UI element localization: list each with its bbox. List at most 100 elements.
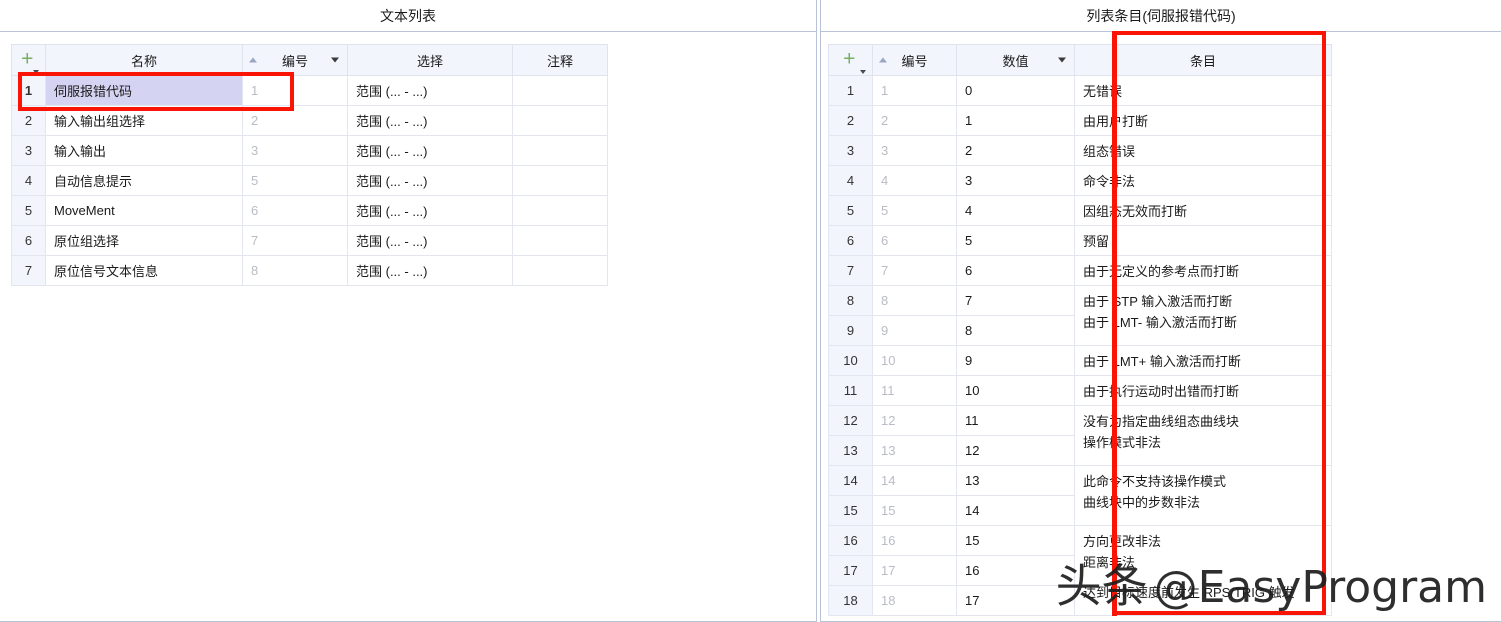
- column-header-choice[interactable]: 选择: [347, 44, 513, 76]
- table-row[interactable]: 5 MoveMent 6 范围 (... - ...): [11, 195, 608, 226]
- table-row[interactable]: 7 7 6 由于无定义的参考点而打断: [828, 255, 1332, 286]
- cell-name[interactable]: 伺服报错代码: [45, 75, 243, 106]
- cell-value[interactable]: 11: [956, 405, 1075, 436]
- cell-value[interactable]: 8: [956, 315, 1075, 346]
- sort-ascending-icon[interactable]: [249, 57, 257, 63]
- cell-entry[interactable]: 曲线块中的步数非法: [1074, 486, 1332, 517]
- add-row-button[interactable]: +: [11, 44, 46, 76]
- table-row[interactable]: 6 原位组选择 7 范围 (... - ...): [11, 225, 608, 256]
- table-row[interactable]: 4 自动信息提示 5 范围 (... - ...): [11, 165, 608, 196]
- cell-value[interactable]: 10: [956, 375, 1075, 406]
- table-row[interactable]: 221由用户打断: [828, 105, 1332, 136]
- cell-code[interactable]: 8: [242, 255, 348, 286]
- cell-entry[interactable]: 由用户打断: [1074, 105, 1332, 136]
- cell-note[interactable]: [512, 105, 608, 136]
- cell-code[interactable]: 11: [872, 375, 957, 406]
- cell-value[interactable]: 5: [956, 225, 1075, 256]
- cell-code[interactable]: 6: [242, 195, 348, 226]
- cell-note[interactable]: [512, 135, 608, 166]
- cell-entry[interactable]: 操作模式非法: [1074, 426, 1332, 457]
- table-row[interactable]: 1 伺服报错代码 1 范围 (... - ...): [11, 75, 608, 106]
- cell-code[interactable]: 3: [872, 135, 957, 166]
- table-row[interactable]: 10 10 9 由于 LMT+ 输入激活而打断: [828, 345, 1332, 376]
- cell-value[interactable]: 3: [956, 165, 1075, 196]
- cell-name[interactable]: 输入输出: [45, 135, 243, 166]
- table-row[interactable]: 3 输入输出 3 范围 (... - ...): [11, 135, 608, 166]
- cell-code[interactable]: 2: [872, 105, 957, 136]
- cell-entry[interactable]: 达到目标速度前发生 RPS/TRIG 触发: [1074, 576, 1332, 607]
- cell-code[interactable]: 4: [872, 165, 957, 196]
- cell-code[interactable]: 10: [872, 345, 957, 376]
- cell-choice[interactable]: 范围 (... - ...): [347, 75, 513, 106]
- cell-value[interactable]: 13: [956, 465, 1075, 496]
- cell-entry[interactable]: 距离非法: [1074, 546, 1332, 577]
- cell-note[interactable]: [512, 195, 608, 226]
- cell-name[interactable]: MoveMent: [45, 195, 243, 226]
- cell-code[interactable]: 8: [872, 285, 957, 316]
- add-row-button[interactable]: +: [828, 44, 873, 76]
- cell-code[interactable]: 1: [872, 75, 957, 106]
- cell-code[interactable]: 14: [872, 465, 957, 496]
- cell-name[interactable]: 输入输出组选择: [45, 105, 243, 136]
- cell-value[interactable]: 14: [956, 495, 1075, 526]
- cell-entry[interactable]: 组态错误: [1074, 135, 1332, 166]
- column-header-value[interactable]: 数值: [956, 44, 1075, 76]
- cell-choice[interactable]: 范围 (... - ...): [347, 105, 513, 136]
- cell-value[interactable]: 9: [956, 345, 1075, 376]
- cell-value[interactable]: 6: [956, 255, 1075, 286]
- table-row[interactable]: 13 13 12 操作模式非法: [828, 426, 1332, 466]
- cell-choice[interactable]: 范围 (... - ...): [347, 255, 513, 286]
- cell-choice[interactable]: 范围 (... - ...): [347, 135, 513, 166]
- cell-code[interactable]: 5: [242, 165, 348, 196]
- cell-code[interactable]: 9: [872, 315, 957, 346]
- cell-code[interactable]: 6: [872, 225, 957, 256]
- table-row[interactable]: 7 原位信号文本信息 8 范围 (... - ...): [11, 255, 608, 286]
- caret-down-icon[interactable]: [1058, 57, 1066, 63]
- table-row[interactable]: 2 输入输出组选择 2 范围 (... - ...): [11, 105, 608, 136]
- cell-name[interactable]: 自动信息提示: [45, 165, 243, 196]
- cell-code[interactable]: 13: [872, 435, 957, 466]
- table-row[interactable]: 1 1 0 无错误: [828, 75, 1332, 106]
- table-row[interactable]: 6 6 5 预留: [828, 225, 1332, 256]
- table-row[interactable]: 12 12 11 没有为指定曲线组态曲线块: [828, 405, 1332, 436]
- table-row[interactable]: 18 18 17 达到目标速度前发生 RPS/TRIG 触发: [828, 576, 1332, 616]
- table-row[interactable]: 9 9 8 由于 LMT- 输入激活而打断: [828, 306, 1332, 346]
- cell-note[interactable]: [512, 255, 608, 286]
- caret-down-icon[interactable]: [860, 70, 866, 74]
- column-header-note[interactable]: 注释: [512, 44, 608, 76]
- cell-entry[interactable]: 由于 LMT+ 输入激活而打断: [1074, 345, 1332, 376]
- cell-name[interactable]: 原位组选择: [45, 225, 243, 256]
- cell-code[interactable]: 7: [242, 225, 348, 256]
- cell-value[interactable]: 0: [956, 75, 1075, 106]
- cell-code[interactable]: 16: [872, 525, 957, 556]
- cell-entry[interactable]: 由于 LMT- 输入激活而打断: [1074, 306, 1332, 337]
- column-header-name[interactable]: 名称: [45, 44, 243, 76]
- cell-code[interactable]: 7: [872, 255, 957, 286]
- cell-entry[interactable]: 因组态无效而打断: [1074, 195, 1332, 226]
- plus-icon[interactable]: +: [843, 47, 856, 71]
- list-entries-grid[interactable]: + 编号 数值 条目 110无错误221由用户打断332组态错误443命令非法5…: [828, 44, 1332, 616]
- text-list-grid[interactable]: + 名称 编号 选择 注释 1 伺服报错代码 1 范围 (...: [11, 44, 608, 286]
- cell-choice[interactable]: 范围 (... - ...): [347, 165, 513, 196]
- cell-code[interactable]: 12: [872, 405, 957, 436]
- cell-note[interactable]: [512, 225, 608, 256]
- cell-value[interactable]: 4: [956, 195, 1075, 226]
- table-row[interactable]: 4 4 3 命令非法: [828, 165, 1332, 196]
- table-row[interactable]: 11 11 10 由于执行运动时出错而打断: [828, 375, 1332, 406]
- cell-code[interactable]: 1: [242, 75, 348, 106]
- cell-entry[interactable]: 预留: [1074, 225, 1332, 256]
- cell-value[interactable]: 17: [956, 585, 1075, 616]
- table-row[interactable]: 15 15 14 曲线块中的步数非法: [828, 486, 1332, 526]
- cell-code[interactable]: 17: [872, 555, 957, 586]
- cell-entry[interactable]: 由于执行运动时出错而打断: [1074, 375, 1332, 406]
- cell-value[interactable]: 1: [956, 105, 1075, 136]
- cell-value[interactable]: 12: [956, 435, 1075, 466]
- cell-choice[interactable]: 范围 (... - ...): [347, 195, 513, 226]
- cell-entry[interactable]: 命令非法: [1074, 165, 1332, 196]
- table-row[interactable]: 17 17 16 距离非法: [828, 546, 1332, 586]
- cell-code[interactable]: 3: [242, 135, 348, 166]
- cell-code[interactable]: 15: [872, 495, 957, 526]
- caret-down-icon[interactable]: [33, 70, 39, 74]
- cell-code[interactable]: 18: [872, 585, 957, 616]
- table-row[interactable]: 14 14 13 此命令不支持该操作模式: [828, 465, 1332, 496]
